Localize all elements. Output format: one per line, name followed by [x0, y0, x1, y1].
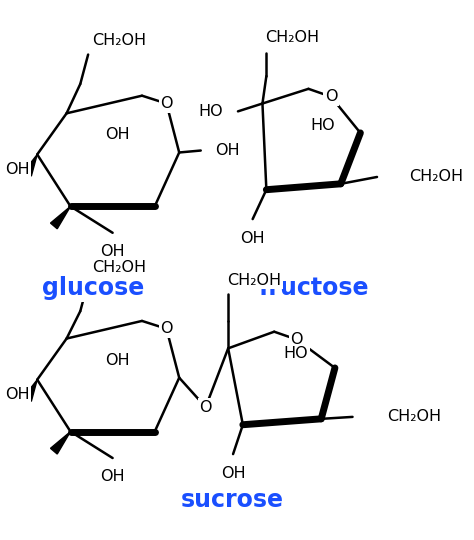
Text: O: O [160, 96, 173, 111]
Text: O: O [291, 332, 303, 347]
Text: OH: OH [240, 231, 265, 246]
Text: OH: OH [5, 387, 29, 402]
Text: O: O [160, 321, 173, 336]
Text: HO: HO [199, 104, 223, 119]
Text: O: O [200, 400, 212, 415]
Text: OH: OH [5, 161, 29, 177]
Text: CH₂OH: CH₂OH [92, 260, 146, 275]
Text: glucose: glucose [42, 275, 144, 300]
Text: OH: OH [105, 353, 130, 368]
Text: CH₂OH: CH₂OH [228, 273, 282, 288]
Polygon shape [24, 154, 37, 176]
Text: fructose: fructose [258, 275, 369, 300]
Text: OH: OH [216, 143, 240, 158]
Text: OH: OH [100, 469, 125, 484]
Polygon shape [24, 380, 37, 401]
Text: CH₂OH: CH₂OH [265, 30, 319, 45]
Polygon shape [51, 431, 71, 454]
Text: OH: OH [100, 244, 125, 259]
Text: CH₂OH: CH₂OH [410, 170, 464, 185]
Text: OH: OH [221, 466, 246, 481]
Text: HO: HO [311, 118, 336, 132]
Text: sucrose: sucrose [181, 488, 283, 512]
Text: HO: HO [283, 346, 308, 361]
Text: O: O [325, 89, 337, 104]
Text: CH₂OH: CH₂OH [92, 33, 146, 48]
Polygon shape [51, 206, 71, 229]
Text: OH: OH [105, 127, 130, 143]
Text: CH₂OH: CH₂OH [387, 409, 441, 424]
